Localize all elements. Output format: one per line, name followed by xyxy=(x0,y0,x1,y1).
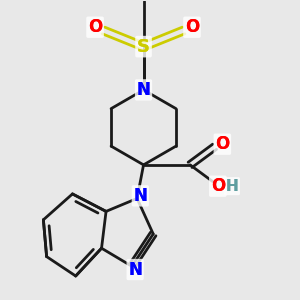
Text: O: O xyxy=(215,135,230,153)
Text: H: H xyxy=(226,179,238,194)
Text: S: S xyxy=(137,38,150,56)
Text: S: S xyxy=(137,38,150,56)
Text: O: O xyxy=(88,18,102,36)
Text: N: N xyxy=(134,187,147,205)
Text: N: N xyxy=(134,187,147,205)
Text: O: O xyxy=(211,177,225,195)
Text: H: H xyxy=(226,179,238,194)
Text: O: O xyxy=(211,177,225,195)
Text: O: O xyxy=(185,18,199,36)
Text: N: N xyxy=(136,81,151,99)
Text: H: H xyxy=(226,179,238,194)
Text: N: N xyxy=(134,187,147,205)
Text: O: O xyxy=(88,18,102,36)
Text: O: O xyxy=(88,18,102,36)
Text: S: S xyxy=(137,38,150,56)
Text: N: N xyxy=(136,81,151,99)
Text: O: O xyxy=(215,135,230,153)
Text: O: O xyxy=(211,177,225,195)
Text: O: O xyxy=(185,18,199,36)
Text: N: N xyxy=(128,260,142,278)
Text: N: N xyxy=(128,260,142,278)
Text: N: N xyxy=(128,260,142,278)
Text: O: O xyxy=(185,18,199,36)
Text: N: N xyxy=(136,81,151,99)
Text: O: O xyxy=(215,135,230,153)
